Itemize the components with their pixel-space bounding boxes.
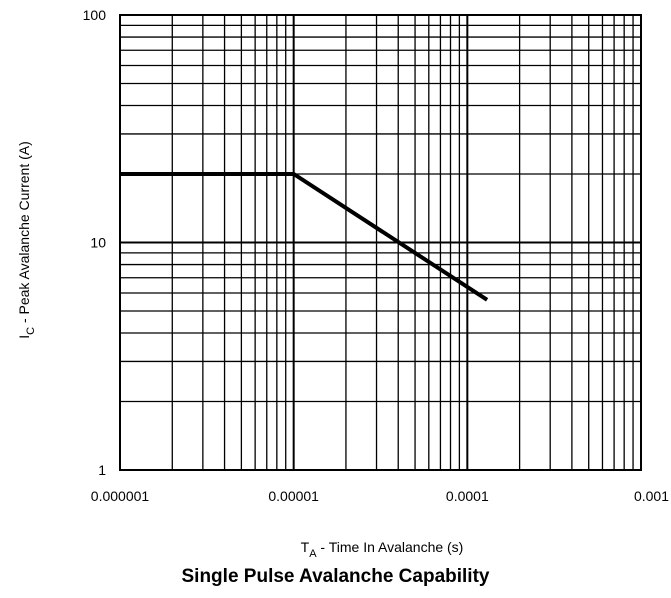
x-tick-label: 0.00001 [268, 488, 319, 504]
series-line [120, 172, 489, 302]
x-axis-title: TA - Time In Avalanche (s) [301, 539, 464, 560]
y-tick-labels: 1 10 100 [83, 7, 107, 478]
x-tick-labels: 0.000001 0.00001 0.0001 0.001 [91, 488, 669, 504]
y-tick-label: 10 [90, 235, 106, 251]
x-tick-label: 0.001 [634, 488, 669, 504]
x-tick-label: 0.000001 [91, 488, 150, 504]
y-axis-title: IC - Peak Avalanche Current (A) [16, 141, 37, 339]
x-tick-label: 0.0001 [446, 488, 489, 504]
grid-lines [119, 15, 641, 471]
plot-frame [119, 14, 642, 471]
y-tick-label: 1 [98, 462, 106, 478]
y-tick-label: 100 [83, 7, 107, 23]
chart-caption: Single Pulse Avalanche Capability [181, 566, 490, 587]
